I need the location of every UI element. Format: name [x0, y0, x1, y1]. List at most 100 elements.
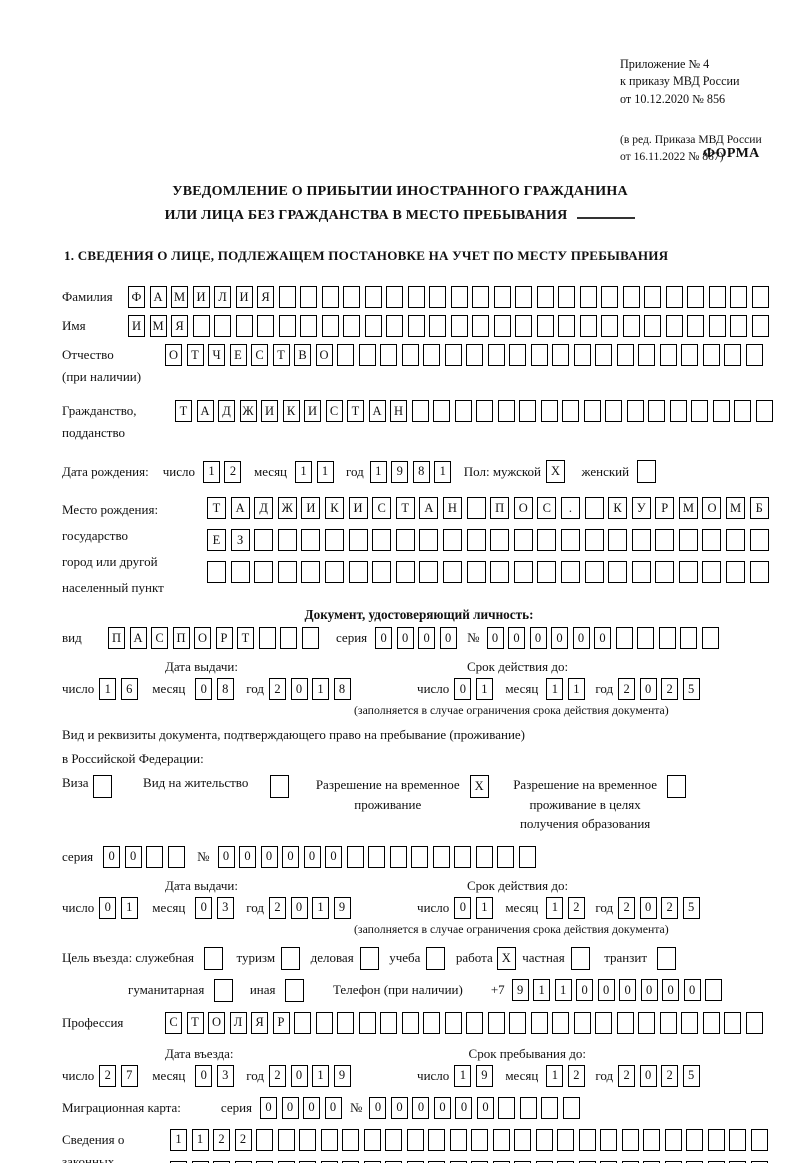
char-cell[interactable]: [471, 1160, 488, 1163]
char-cell[interactable]: [584, 497, 604, 520]
char-cell[interactable]: 0: [195, 1064, 213, 1087]
char-cell[interactable]: [644, 286, 661, 308]
char-cell[interactable]: 0: [217, 845, 235, 868]
char-cell[interactable]: [724, 344, 741, 366]
char-cell[interactable]: [530, 1011, 548, 1034]
char-cell[interactable]: М: [149, 315, 167, 337]
char-cell[interactable]: 0: [282, 845, 300, 868]
char-cell[interactable]: [712, 400, 730, 423]
sex-male-checkbox[interactable]: X: [546, 460, 570, 484]
char-cell[interactable]: 3: [216, 1064, 234, 1087]
char-cell[interactable]: О: [194, 627, 211, 650]
char-cell[interactable]: 0: [508, 627, 526, 650]
char-cell[interactable]: [492, 1160, 510, 1163]
char-cell[interactable]: [368, 845, 386, 868]
char-cell[interactable]: [518, 845, 536, 868]
char-cell[interactable]: [552, 344, 569, 366]
char-cell[interactable]: 0: [324, 1096, 342, 1119]
char-cell[interactable]: [444, 344, 462, 366]
char-cell[interactable]: [686, 1160, 703, 1163]
residence-permit-checkbox[interactable]: [270, 775, 294, 799]
char-cell[interactable]: 0: [99, 896, 117, 919]
char-cell[interactable]: Е: [207, 529, 226, 552]
char-cell[interactable]: [426, 946, 446, 970]
char-cell[interactable]: 0: [597, 979, 615, 1002]
char-cell[interactable]: [584, 561, 604, 584]
char-cell[interactable]: [472, 286, 489, 308]
char-cell[interactable]: [680, 627, 698, 650]
char-cell[interactable]: [615, 627, 633, 650]
char-cell[interactable]: 0: [639, 678, 657, 701]
char-cell[interactable]: З: [230, 529, 250, 552]
char-cell[interactable]: [254, 561, 274, 584]
char-cell[interactable]: [230, 561, 250, 584]
char-cell[interactable]: 0: [619, 979, 637, 1002]
char-cell[interactable]: [708, 286, 726, 308]
char-cell[interactable]: [258, 627, 276, 650]
char-cell[interactable]: [395, 561, 415, 584]
char-cell[interactable]: 9: [333, 896, 351, 919]
char-cell[interactable]: С: [537, 497, 557, 520]
char-cell[interactable]: [466, 561, 486, 584]
char-cell[interactable]: [745, 344, 763, 366]
char-cell[interactable]: Р: [272, 1011, 290, 1034]
char-cell[interactable]: 1: [567, 678, 585, 701]
char-cell[interactable]: 0: [594, 627, 612, 650]
char-cell[interactable]: [254, 529, 274, 552]
char-cell[interactable]: Р: [655, 497, 675, 520]
char-cell[interactable]: О: [513, 497, 533, 520]
char-cell[interactable]: [385, 1160, 402, 1163]
char-cell[interactable]: [557, 1160, 574, 1163]
char-cell[interactable]: 2: [213, 1128, 230, 1151]
char-cell[interactable]: [487, 1011, 505, 1034]
char-cell[interactable]: [278, 286, 296, 308]
char-cell[interactable]: [492, 1128, 510, 1151]
char-cell[interactable]: 1: [202, 460, 220, 483]
char-cell[interactable]: 0: [576, 979, 594, 1002]
char-cell[interactable]: [730, 286, 747, 308]
char-cell[interactable]: [419, 529, 439, 552]
char-cell[interactable]: [749, 529, 769, 552]
char-cell[interactable]: Т: [272, 344, 290, 366]
char-cell[interactable]: [364, 286, 382, 308]
char-cell[interactable]: [294, 1011, 311, 1034]
char-cell[interactable]: [557, 1128, 574, 1151]
char-cell[interactable]: [755, 400, 773, 423]
char-cell[interactable]: [643, 1128, 660, 1151]
char-cell[interactable]: [191, 1160, 209, 1163]
char-cell[interactable]: [300, 286, 317, 308]
char-cell[interactable]: [681, 344, 698, 366]
other-checkbox[interactable]: [285, 978, 309, 1002]
char-cell[interactable]: [678, 561, 698, 584]
char-cell[interactable]: 2: [99, 1064, 117, 1087]
char-cell[interactable]: 0: [418, 627, 436, 650]
char-cell[interactable]: 1: [369, 460, 387, 483]
char-cell[interactable]: [655, 529, 675, 552]
char-cell[interactable]: 8: [216, 678, 234, 701]
char-cell[interactable]: [638, 1011, 655, 1034]
char-cell[interactable]: [343, 286, 360, 308]
char-cell[interactable]: [608, 529, 628, 552]
char-cell[interactable]: .: [560, 497, 580, 520]
char-cell[interactable]: [401, 344, 419, 366]
char-cell[interactable]: [411, 400, 429, 423]
char-cell[interactable]: [493, 315, 511, 337]
char-cell[interactable]: И: [304, 400, 321, 423]
char-cell[interactable]: [348, 529, 368, 552]
char-cell[interactable]: Д: [218, 400, 235, 423]
char-cell[interactable]: 0: [639, 896, 657, 919]
char-cell[interactable]: [702, 529, 722, 552]
char-cell[interactable]: X: [469, 775, 489, 799]
char-cell[interactable]: 1: [170, 1128, 187, 1151]
